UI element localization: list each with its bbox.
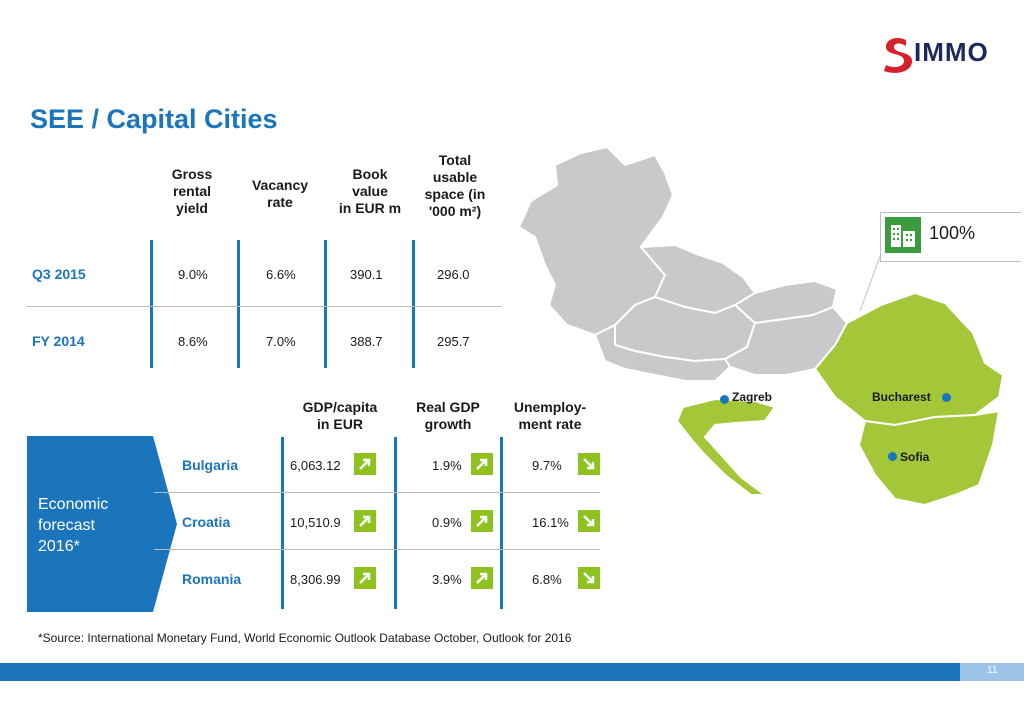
table-cell: 1.9% bbox=[432, 458, 462, 473]
table-cell: 388.7 bbox=[350, 334, 383, 349]
header-line: usable bbox=[432, 169, 478, 185]
header-line: Unemploy- bbox=[513, 399, 587, 415]
header-line: GDP/capita bbox=[302, 399, 378, 415]
header-book-value: Book value in EUR m bbox=[330, 166, 410, 217]
header-line: yield bbox=[176, 200, 208, 216]
table-cell: 390.1 bbox=[350, 267, 383, 282]
economic-forecast-label: Economic forecast 2016* bbox=[38, 496, 109, 555]
table-cell: 6.8% bbox=[532, 572, 562, 587]
row-divider bbox=[154, 549, 600, 550]
callout-pointer bbox=[859, 250, 883, 312]
forecast-box-shape bbox=[27, 436, 177, 612]
header-gross-rental-yield: Gross rental yield bbox=[160, 166, 224, 217]
table-cell: 3.9% bbox=[432, 572, 462, 587]
column-divider bbox=[394, 437, 397, 609]
table-cell: 6,063.12 bbox=[290, 458, 341, 473]
header-real-gdp-growth: Real GDP growth bbox=[400, 399, 496, 433]
table-cell: 295.7 bbox=[437, 334, 470, 349]
table-cell: 296.0 bbox=[437, 267, 470, 282]
footer-bar bbox=[0, 663, 960, 681]
row-label-country: Croatia bbox=[182, 514, 231, 530]
simmo-logo: IMMO bbox=[880, 34, 1000, 74]
growth-trend-up-icon bbox=[471, 453, 493, 475]
page-number: 11 bbox=[987, 665, 998, 676]
header-line: in EUR m bbox=[338, 200, 402, 216]
row-divider bbox=[27, 306, 501, 307]
city-marker-bucharest bbox=[942, 393, 951, 402]
growth-trend-up-icon bbox=[471, 567, 493, 589]
row-label-country: Bulgaria bbox=[182, 457, 239, 473]
header-line: Total bbox=[438, 152, 472, 168]
logo-text: IMMO bbox=[914, 37, 989, 67]
ownership-callout: 100% bbox=[880, 212, 1021, 262]
building-icon bbox=[885, 217, 921, 253]
page-number-box: 11 bbox=[960, 663, 1024, 681]
row-label-fy-2014: FY 2014 bbox=[32, 333, 85, 349]
unemployment-trend-down-icon bbox=[578, 453, 600, 475]
city-label-zagreb: Zagreb bbox=[732, 390, 773, 404]
header-unemployment-rate: Unemploy- ment rate bbox=[500, 399, 600, 433]
gdp-trend-up-icon bbox=[354, 510, 376, 532]
header-total-usable-space: Total usable space (in '000 m²) bbox=[414, 152, 496, 220]
header-line: rental bbox=[172, 183, 212, 199]
table-cell: 9.0% bbox=[178, 267, 208, 282]
city-marker-zagreb bbox=[720, 395, 729, 404]
page-title: SEE / Capital Cities bbox=[30, 104, 278, 134]
growth-trend-up-icon bbox=[471, 510, 493, 532]
gdp-trend-up-icon bbox=[354, 453, 376, 475]
table-cell: 9.7% bbox=[532, 458, 562, 473]
economic-forecast-box: Economic forecast 2016* bbox=[27, 436, 177, 617]
unemployment-trend-down-icon bbox=[578, 567, 600, 589]
header-line: Gross bbox=[171, 166, 213, 182]
table-cell: 6.6% bbox=[266, 267, 296, 282]
column-divider bbox=[324, 240, 327, 368]
row-label-country: Romania bbox=[182, 571, 242, 587]
map-region-croatia bbox=[675, 397, 777, 496]
table-cell: 8.6% bbox=[178, 334, 208, 349]
column-divider bbox=[500, 437, 503, 609]
header-line: space (in bbox=[424, 186, 486, 202]
header-line: value bbox=[352, 183, 388, 199]
map-region-slovenia bbox=[593, 323, 732, 382]
header-line: ment rate bbox=[518, 416, 582, 432]
header-vacancy-rate: Vacancy rate bbox=[240, 177, 320, 211]
row-divider bbox=[154, 492, 600, 493]
header-gdp-capita: GDP/capita in EUR bbox=[290, 399, 390, 433]
column-divider bbox=[412, 240, 415, 368]
header-line: Vacancy bbox=[251, 177, 309, 193]
table-cell: 7.0% bbox=[266, 334, 296, 349]
header-line: '000 m²) bbox=[428, 203, 482, 219]
header-line: growth bbox=[424, 416, 472, 432]
table-cell: 16.1% bbox=[532, 515, 569, 530]
map-region-romania bbox=[813, 291, 1005, 427]
map bbox=[517, 145, 1005, 507]
map-region-bulgaria bbox=[857, 409, 1001, 507]
column-divider bbox=[150, 240, 153, 368]
header-line: Real GDP bbox=[416, 399, 480, 415]
column-divider bbox=[281, 437, 284, 609]
table-cell: 10,510.9 bbox=[290, 515, 341, 530]
city-marker-sofia bbox=[888, 452, 897, 461]
gdp-trend-up-icon bbox=[354, 567, 376, 589]
unemployment-trend-down-icon bbox=[578, 510, 600, 532]
table-cell: 8,306.99 bbox=[290, 572, 341, 587]
ownership-percentage: 100% bbox=[929, 223, 976, 243]
simmo-logo-mark bbox=[884, 38, 912, 73]
row-label-q3-2015: Q3 2015 bbox=[32, 266, 86, 282]
city-label-bucharest: Bucharest bbox=[872, 390, 931, 404]
header-line: Book bbox=[352, 166, 388, 182]
header-line: in EUR bbox=[317, 416, 363, 432]
column-divider bbox=[237, 240, 240, 368]
header-line: rate bbox=[267, 194, 293, 210]
table-cell: 0.9% bbox=[432, 515, 462, 530]
city-label-sofia: Sofia bbox=[900, 450, 930, 464]
source-footnote: *Source: International Monetary Fund, Wo… bbox=[38, 631, 572, 645]
